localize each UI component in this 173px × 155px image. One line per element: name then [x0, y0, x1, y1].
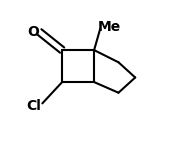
Text: Cl: Cl [26, 99, 41, 113]
Text: Me: Me [98, 20, 121, 33]
Text: O: O [27, 25, 39, 39]
